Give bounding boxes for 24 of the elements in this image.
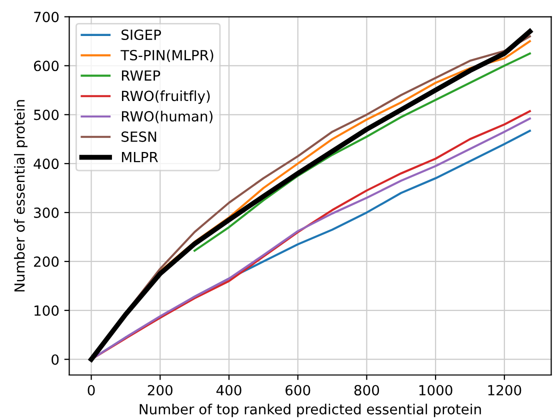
x-tick-label: 1200 [488,384,522,396]
legend-label: SESN [122,131,156,142]
legend-label: RWO(human) [122,110,212,124]
legend-label: TS-PIN(MLPR) [120,50,214,62]
x-tick-label: 0 [88,384,95,396]
x-tick-label: 200 [148,384,172,396]
y-tick-label: 700 [34,12,59,22]
y-tick-label: 0 [52,354,59,365]
legend-label: MLPR [122,152,158,162]
x-tick-label: 600 [286,384,310,396]
legend-label: RWO(fruitfly) [122,90,210,104]
y-tick-label: 400 [34,158,59,170]
y-tick-label: 600 [34,60,59,72]
x-axis-title: Number of top ranked predicted essential protein [140,404,481,418]
x-tick-label: 1000 [419,384,452,396]
y-axis-title: Number of essential protein [14,100,28,292]
legend-label: SIGEP [122,30,161,40]
y-tick-label: 100 [34,305,59,316]
y-tick-label: 300 [34,207,59,218]
x-tick-label: 800 [354,384,380,396]
y-tick-label: 200 [34,256,59,267]
legend-label: RWEP [122,70,160,81]
x-tick-label: 400 [216,384,242,396]
y-tick-label: 500 [34,110,59,120]
